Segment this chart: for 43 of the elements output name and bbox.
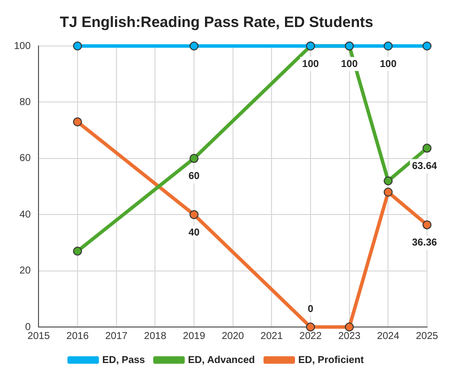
legend-label: ED, Advanced	[188, 354, 255, 366]
point	[190, 210, 199, 220]
y-tick-label: 100	[14, 40, 32, 52]
point	[422, 220, 432, 230]
x-tick-label: 2017	[105, 330, 128, 342]
y-tick-label: 60	[20, 153, 32, 164]
x-tick-label: 2016	[66, 330, 90, 342]
data-label: 100	[340, 58, 358, 70]
data-label: 40	[188, 227, 200, 238]
point	[422, 144, 432, 153]
point	[344, 322, 354, 332]
data-label: 100	[380, 58, 397, 70]
legend-label: ED, Pass	[102, 354, 146, 366]
x-tick-label: 2021	[260, 330, 284, 342]
data-label: 0	[308, 304, 314, 315]
legend-label: ED, Proficient	[298, 354, 364, 366]
x-tick-label: 2022	[299, 330, 322, 342]
x-tick-label: 2018	[144, 330, 167, 342]
data-label: 100	[302, 58, 320, 70]
x-tick-label: 2025	[416, 330, 439, 342]
x-tick-label: 2023	[338, 330, 361, 342]
point	[73, 246, 82, 256]
point	[306, 322, 316, 332]
x-tick-label: 2024	[377, 330, 400, 342]
point	[384, 42, 393, 50]
y-tick-label: 20	[20, 266, 32, 277]
data-label: 60	[188, 171, 200, 182]
point	[190, 42, 199, 50]
data-label: 36.36	[412, 238, 438, 249]
x-tick-label: 2019	[182, 330, 206, 342]
point	[73, 117, 82, 126]
chart-title: TJ English:Reading Pass Rate, ED Students	[60, 14, 374, 32]
point	[384, 176, 393, 186]
y-tick-label: 0	[25, 322, 32, 333]
x-tick-label: 2015	[28, 330, 50, 342]
point	[422, 42, 432, 50]
x-tick-label: 2020	[222, 330, 244, 342]
data-label: 63.64	[412, 160, 438, 172]
y-tick-label: 40	[20, 209, 32, 220]
y-tick-label: 80	[20, 96, 32, 108]
point	[190, 154, 199, 163]
point	[384, 188, 393, 197]
point	[73, 42, 82, 50]
